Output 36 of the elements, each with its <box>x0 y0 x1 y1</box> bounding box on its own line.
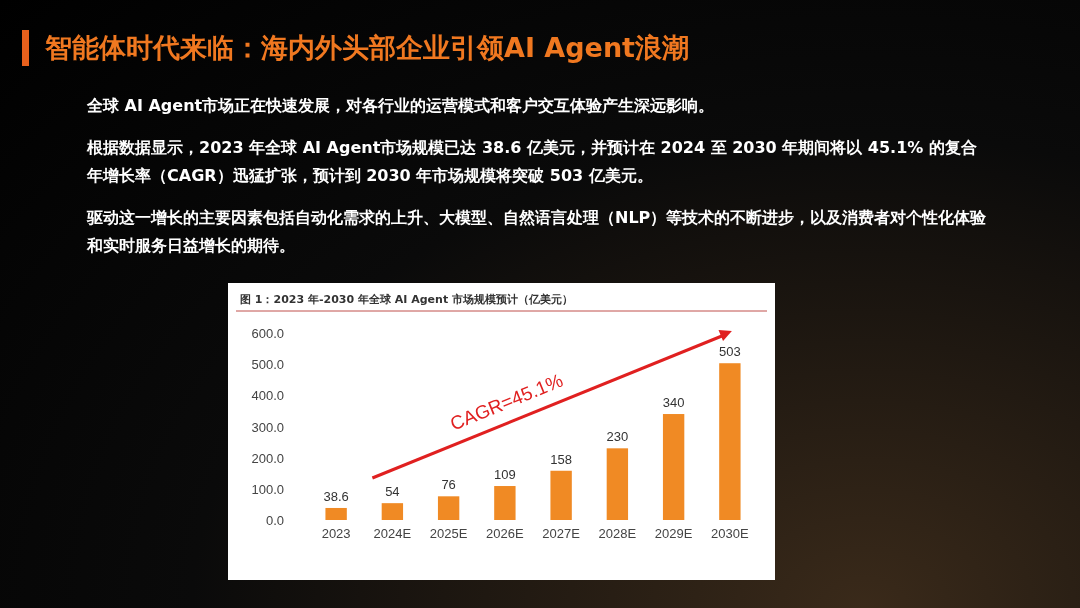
x-tick-label: 2024E <box>373 526 412 541</box>
x-tick-label: 2027E <box>542 526 581 541</box>
data-label: 109 <box>494 467 516 483</box>
y-tick-label: 100.0 <box>251 481 284 497</box>
x-tick-label: 2028E <box>598 526 637 541</box>
data-label: 340 <box>662 395 685 411</box>
y-tick-label: 0.0 <box>265 513 284 528</box>
x-tick-label: 2023 <box>321 526 351 541</box>
data-label: 54 <box>385 484 400 500</box>
y-tick-label: 200.0 <box>251 450 284 466</box>
x-tick-label: 2025E <box>429 526 468 541</box>
bar <box>662 414 685 520</box>
text: 驱动这一增长的主要因素包括自动化需求的上升、大模型、自然语言处理（NLP）等技术的不断进步，以及消费者对个性化体验和实时服务日益增长的期待。 <box>87 207 987 257</box>
bar <box>381 503 404 520</box>
chart-title: 智能体时代来临：海内外头部企业引领AI Agent浪潮 <box>22 30 690 66</box>
bar <box>494 486 516 520</box>
text: 全球 AI Agent市场正在快速发展，对各行业的运营模式和客户交互体验产生深远影响。 <box>87 95 716 117</box>
y-tick-label: 400.0 <box>251 388 284 404</box>
y-tick-label: 500.0 <box>251 357 284 373</box>
x-tick-label: 2029E <box>654 526 693 541</box>
data-label: 503 <box>719 344 741 360</box>
bar <box>437 496 460 520</box>
bar <box>325 507 347 520</box>
data-label: 158 <box>550 451 572 467</box>
data-label: 76 <box>441 477 456 493</box>
y-tick-label: 600.0 <box>251 326 284 341</box>
y-tick-label: 300.0 <box>251 419 284 435</box>
x-tick-label: 2030E <box>711 526 749 541</box>
chart-subtitle: 图 1：2023 年-2030 年全球 AI Agent 市场规模预计（亿美元） <box>240 293 573 306</box>
bar <box>606 448 629 520</box>
x-tick-label: 2026E <box>486 526 524 541</box>
data-label: 230 <box>606 429 629 445</box>
bar <box>550 470 572 520</box>
data-label: 38.6 <box>323 488 349 504</box>
bar <box>719 363 741 520</box>
text: 根据数据显示，2023 年全球 AI Agent市场规模已达 38.6 亿美元，并预计在 2024 至 2030 年期间将以 45.1% 的复合年增长率（CAGR）迅猛扩张，预计到 2030 年市场规模将突破 503 亿美元。 <box>87 137 978 187</box>
